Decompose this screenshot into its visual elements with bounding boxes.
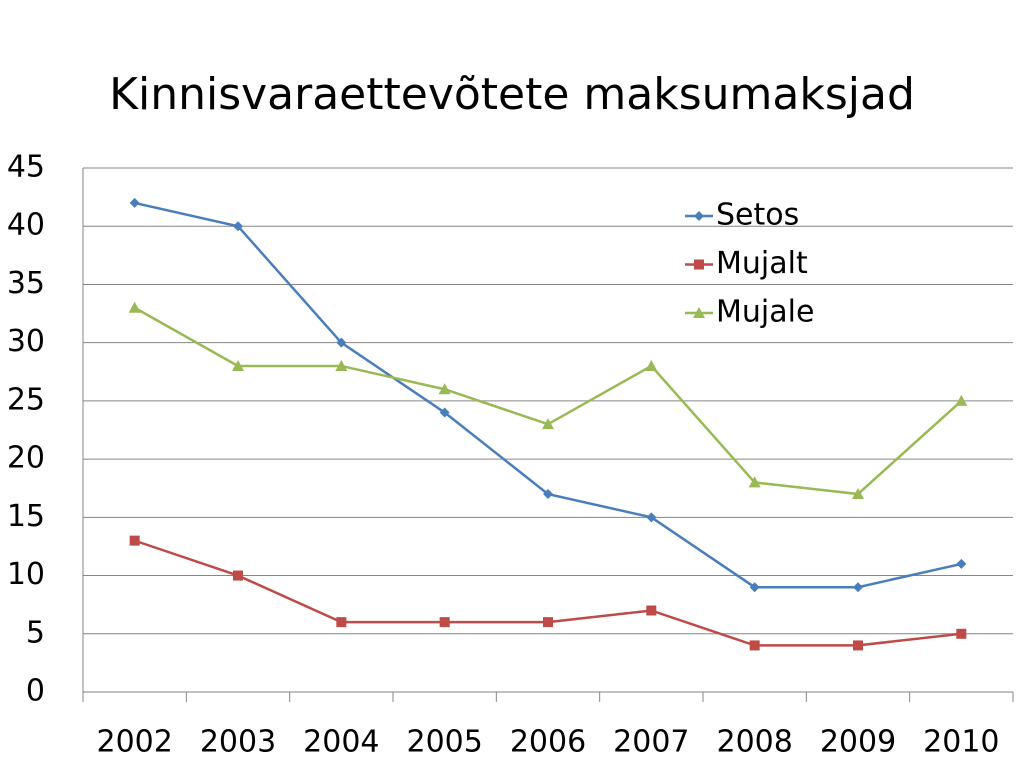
x-tick-label: 2003 (200, 725, 276, 760)
x-tick-label: 2009 (820, 725, 896, 760)
data-point (233, 570, 243, 581)
series-line (134, 539, 962, 647)
data-point (646, 512, 657, 523)
series-line (134, 201, 962, 589)
legend-marker (694, 259, 704, 270)
y-tick-label: 45 (7, 150, 45, 185)
x-tick-label: 2006 (510, 725, 586, 760)
data-point (645, 359, 658, 371)
data-point (646, 605, 657, 616)
legend-marker (693, 307, 705, 318)
legend-label: Mujalt (716, 246, 808, 281)
data-point (439, 407, 450, 418)
data-point (438, 383, 451, 395)
data-point (542, 418, 554, 430)
legend-marker (694, 211, 704, 221)
data-point (129, 197, 140, 208)
legend-label: Setos (716, 198, 799, 233)
data-point (233, 221, 243, 232)
data-point (232, 359, 244, 371)
data-point (439, 617, 450, 628)
data-point (543, 489, 553, 500)
data-point (853, 640, 863, 651)
y-tick-label: 0 (26, 674, 45, 709)
data-point (129, 535, 140, 546)
chart-title: Kinnisvaraettevõtete maksumaksjad (109, 69, 915, 120)
x-tick-label: 2008 (716, 725, 792, 760)
data-point (749, 582, 760, 593)
x-tick-label: 2007 (613, 725, 689, 760)
x-tick-label: 2002 (96, 725, 172, 760)
data-point (749, 640, 760, 651)
y-tick-label: 25 (7, 382, 45, 417)
data-point (956, 628, 967, 639)
y-tick-label: 30 (7, 324, 45, 359)
y-tick-label: 35 (7, 266, 45, 301)
x-tick-label: 2005 (406, 725, 482, 760)
y-tick-label: 5 (26, 615, 45, 650)
data-point (336, 617, 347, 628)
data-point (128, 301, 141, 313)
x-tick-label: 2010 (923, 725, 999, 760)
y-tick-label: 40 (7, 208, 45, 243)
data-point (955, 394, 968, 406)
data-point (336, 337, 347, 348)
data-point (543, 617, 553, 628)
y-tick-label: 10 (7, 557, 45, 592)
y-tick-label: 20 (7, 441, 45, 476)
data-point (853, 582, 863, 593)
y-tick-label: 15 (7, 499, 45, 534)
data-point (956, 558, 967, 569)
data-point (748, 476, 761, 488)
data-point (335, 359, 348, 371)
data-point (852, 488, 864, 500)
x-tick-label: 2004 (303, 725, 379, 760)
legend-label: Mujale (716, 295, 814, 330)
